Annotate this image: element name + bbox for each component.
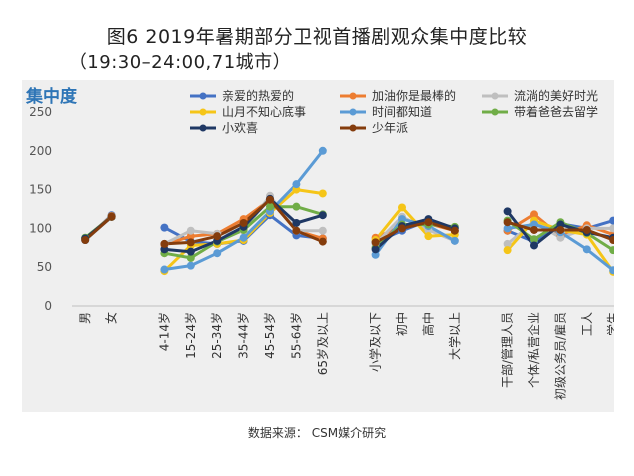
y-tick-label: 150 [29, 183, 52, 197]
data-point [81, 236, 90, 245]
data-point [318, 237, 327, 246]
data-point [318, 211, 327, 220]
data-point [186, 238, 195, 247]
data-point [318, 146, 327, 155]
data-point [503, 224, 512, 233]
data-point [450, 226, 459, 235]
data-point [160, 239, 169, 248]
legend-marker [199, 92, 207, 100]
x-tick-label: 55-64岁 [288, 312, 303, 359]
data-point [160, 265, 169, 274]
x-tick-label: 大学以上 [447, 312, 462, 360]
x-tick-label: 高中 [420, 312, 435, 336]
data-point [266, 195, 274, 204]
data-point [503, 239, 512, 248]
data-point [186, 261, 195, 270]
data-point [503, 218, 512, 227]
data-point [609, 224, 618, 233]
x-tick-label: 学生 [605, 312, 614, 336]
legend-marker [491, 92, 499, 100]
data-point [424, 232, 433, 241]
legend-marker [199, 108, 207, 116]
source-note: 数据来源： CSM媒介研究 [247, 426, 387, 440]
data-point [530, 235, 538, 244]
data-point [318, 226, 327, 235]
legend-marker [491, 108, 499, 116]
data-point [239, 218, 248, 227]
chart-title: 图6 2019年暑期部分卫视首播剧观众集中度比较 [106, 26, 528, 48]
data-point [213, 249, 222, 258]
chart-area: 集中度 0 50 100 150 200 250 男女 4-14岁 15-24岁 25-34岁 35-… [22, 80, 627, 412]
y-tick-label: 200 [29, 144, 52, 158]
legend-label: 流淌的美好时光 [514, 88, 598, 103]
data-point [239, 233, 248, 242]
legend-marker [199, 124, 207, 132]
data-point [292, 226, 301, 235]
data-point [503, 246, 512, 255]
legend-label: 亲爱的热爱的 [222, 88, 294, 103]
data-point [530, 241, 538, 250]
legend-marker [349, 108, 357, 116]
x-tick-label: 小学及以下 [368, 312, 383, 372]
data-point [424, 218, 433, 227]
x-tick-label: 25-34岁 [209, 312, 224, 359]
x-tick-label: 65岁及以上 [315, 312, 330, 375]
data-point [371, 238, 380, 247]
x-tick-label: 干部/管理人员 [500, 312, 515, 388]
data-point [530, 210, 538, 219]
data-point [107, 212, 116, 221]
x-tick-label: 45-54岁 [262, 312, 277, 359]
line-chart: 集中度 0 50 100 150 200 250 男女 4-14岁 15-24岁 25-34岁 35-… [25, 86, 627, 400]
data-point [292, 180, 301, 189]
data-point [213, 232, 222, 241]
legend-label: 时间都知道 [372, 105, 432, 119]
data-point [266, 202, 274, 211]
legend-label: 少年派 [372, 121, 408, 135]
x-tick-label: 工人 [580, 312, 594, 336]
data-point [609, 216, 618, 225]
data-point [503, 207, 512, 216]
data-point [186, 226, 195, 235]
x-tick-label: 15-24岁 [183, 312, 198, 359]
y-tick-label: 100 [29, 221, 52, 235]
x-tick-label: 初级公务员/雇员 [552, 312, 567, 400]
data-point [186, 247, 195, 256]
data-point [292, 202, 301, 211]
data-point [582, 225, 591, 234]
data-point [398, 203, 406, 212]
x-tick-label: 男 [78, 312, 92, 324]
data-point [186, 253, 195, 262]
data-point [530, 225, 538, 234]
legend-marker [349, 124, 357, 132]
legend-label: 带着爸爸去留学 [514, 104, 598, 119]
data-point [398, 224, 406, 233]
x-tick-label: 女 [104, 312, 119, 324]
data-point [556, 225, 565, 234]
legend-label: 加油你是最棒的 [372, 88, 456, 103]
y-tick-label: 0 [44, 299, 52, 313]
x-tick-label: 35-44岁 [236, 312, 251, 359]
data-point [318, 189, 327, 198]
legend-marker [349, 92, 357, 100]
y-tick-label: 50 [37, 260, 52, 274]
chart-subtitle: （19:30–24:00,71城市） [68, 52, 292, 73]
data-point [450, 236, 459, 245]
y-axis-label: 集中度 [25, 86, 78, 107]
x-tick-label: 个体/私营企业 [526, 312, 541, 388]
x-tick-label: 4-14岁 [156, 312, 171, 351]
data-point [371, 245, 380, 254]
legend-label: 山月不知心底事 [222, 104, 306, 119]
legend-label: 小欢喜 [222, 120, 258, 135]
data-point [582, 245, 591, 254]
y-tick-label: 250 [29, 105, 52, 119]
data-point [292, 218, 301, 227]
data-point [160, 223, 169, 232]
x-tick-label: 初中 [394, 312, 409, 336]
